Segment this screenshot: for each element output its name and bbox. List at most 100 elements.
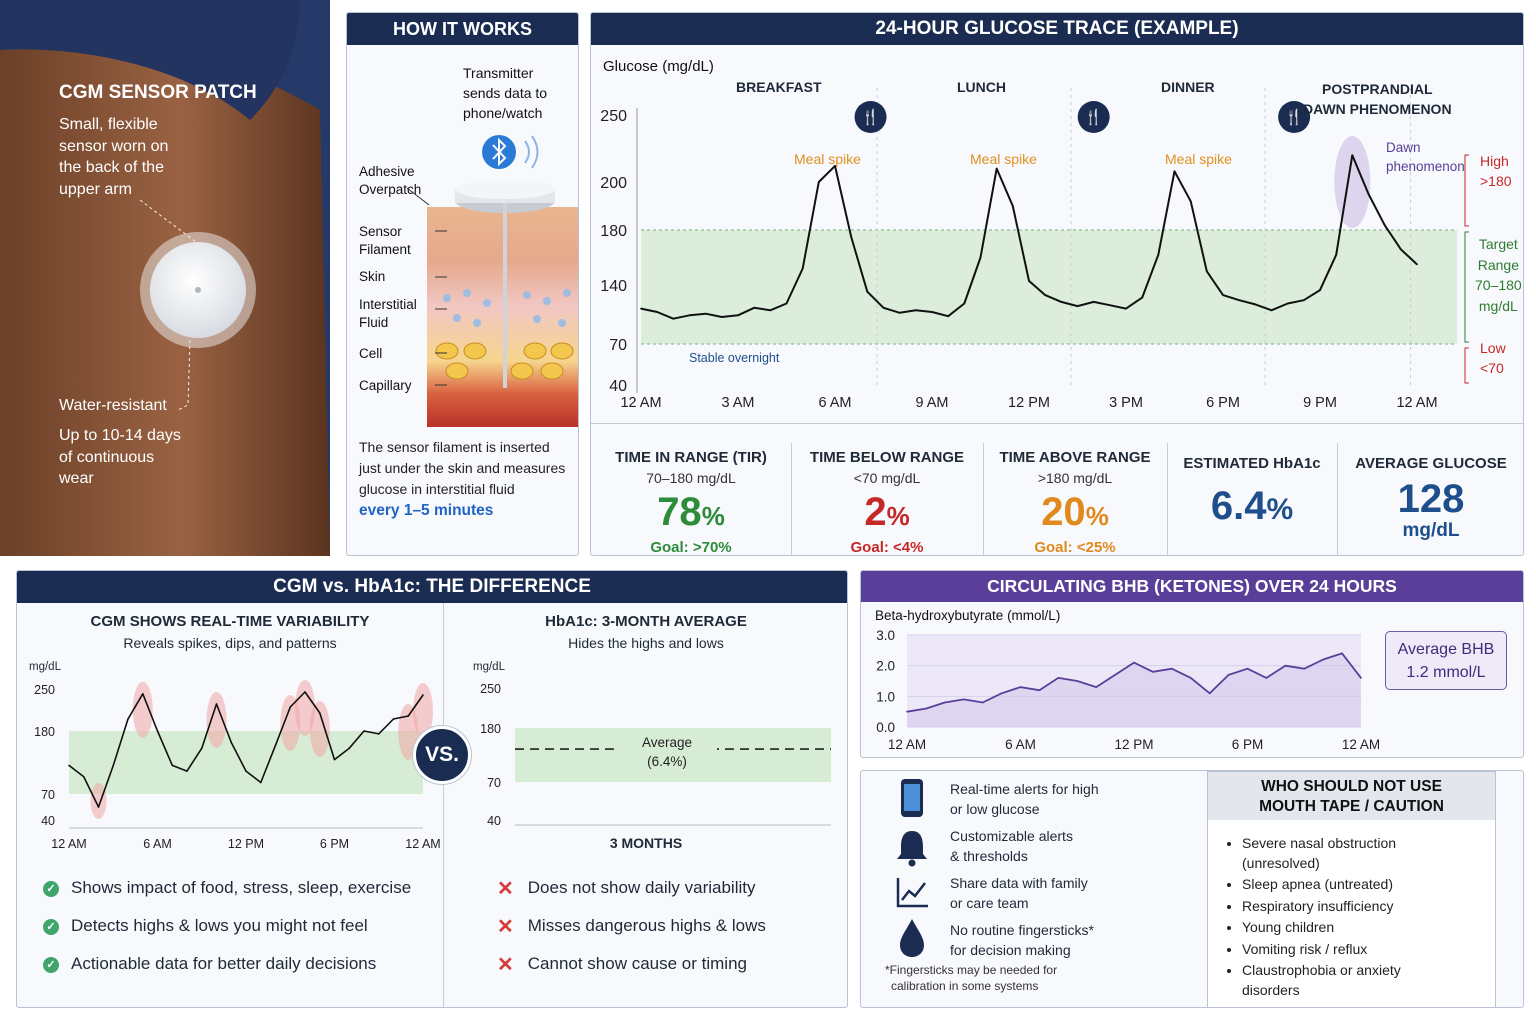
y-tick-label: 40 xyxy=(609,378,627,395)
cgm-y-tick: 40 xyxy=(41,814,55,828)
bhb-point xyxy=(1265,677,1268,679)
bhb-point xyxy=(962,698,965,701)
x-icon: ✕ xyxy=(497,916,514,938)
bhb-point xyxy=(1000,692,1003,695)
glucose-point xyxy=(1367,193,1370,195)
cgm-x-tick: 12 AM xyxy=(405,837,440,851)
stat-time-above-range: TIME ABOVE RANGE >180 mg/dL 20% Goal: <25… xyxy=(999,449,1151,556)
bhb-area xyxy=(907,653,1361,727)
glucose-point xyxy=(947,315,949,317)
bhb-point xyxy=(1095,686,1097,688)
cgm-point xyxy=(259,781,262,784)
cgm-point xyxy=(289,706,292,708)
fingerstick-footnote: *Fingersticks may be needed for calibrati… xyxy=(885,963,1058,993)
glucose-point xyxy=(1076,305,1079,307)
cgm-point xyxy=(407,715,410,717)
transmitter-label: Transmitter sends data to phone/watch xyxy=(463,65,548,121)
bhb-y-tick: 1.0 xyxy=(876,689,895,704)
pro-item-3: ✓ Actionable data for better daily decisi… xyxy=(43,954,376,974)
bhb-point xyxy=(1152,671,1154,673)
caution-item: Respiratory insufficiency xyxy=(1242,897,1495,917)
fork-knife-icon xyxy=(1077,101,1110,133)
x-tick-label: 12 PM xyxy=(1008,395,1050,411)
glucose-point xyxy=(1028,280,1030,282)
meal-label-lunch: LUNCH xyxy=(957,79,1006,95)
caution-item: Sleep apnea (untreated) xyxy=(1242,875,1495,895)
bhb-point xyxy=(1322,658,1324,661)
glucose-point xyxy=(1270,309,1273,312)
hba1c-unit-label: mg/dL xyxy=(473,661,505,673)
arm-description: Small, flexible sensor worn on the back of… xyxy=(59,116,169,198)
spike-label-2: Meal spike xyxy=(970,151,1037,167)
spike-label-3: Meal spike xyxy=(1165,151,1232,167)
compare-charts: 250 250 180 180 70 70 40 40 12 AM 6 AM 12 PM 6 PM 12… xyxy=(34,680,831,851)
bhb-point xyxy=(1341,652,1343,655)
skin-label: Skin xyxy=(359,269,386,284)
cgm-y-tick: 180 xyxy=(34,725,55,739)
cgm-point xyxy=(245,770,247,772)
target-range-band xyxy=(641,230,1457,344)
bhb-point xyxy=(1076,680,1079,682)
x-tick-label: 12 AM xyxy=(620,395,661,411)
y-tick-label: 70 xyxy=(609,337,627,354)
cgm-y-tick: 250 xyxy=(34,683,55,697)
cgm-subtitle: Reveals spikes, dips, and patterns xyxy=(123,635,337,651)
glucose-point xyxy=(1189,200,1192,202)
cgm-point xyxy=(230,741,233,744)
feature-customizable: Customizable alerts & thresholds xyxy=(950,828,1073,864)
postprandial-label: POSTPRANDIAL DAWN PHENOMENON xyxy=(1303,81,1452,117)
three-months-label: 3 MONTHS xyxy=(609,835,683,851)
dawn-highlight xyxy=(1334,136,1371,228)
x-tick-label: 3 PM xyxy=(1109,395,1143,411)
cgm-x-tick: 12 AM xyxy=(51,837,86,851)
glucose-point xyxy=(915,309,917,312)
bhb-point xyxy=(1019,686,1022,688)
wear-duration: Up to 10-14 days of continuous wear xyxy=(59,427,181,487)
glucose-point xyxy=(931,311,933,313)
average-label: Average (6.4%) xyxy=(617,733,717,771)
cell-label: Cell xyxy=(359,346,383,361)
glucose-point xyxy=(963,302,966,305)
interstitial-label: Interstitial Fluid xyxy=(359,297,417,330)
bhb-point xyxy=(1303,667,1306,670)
glucose-point xyxy=(1254,303,1257,306)
compare-header: CGM vs. HbA1c: THE DIFFERENCE xyxy=(17,571,847,603)
fork-knife-icon xyxy=(1278,101,1311,133)
cgm-target-band xyxy=(69,731,423,794)
fork-knife-icon xyxy=(854,101,887,133)
caution-header: WHO SHOULD NOT USE MOUTH TAPE / CAUTION xyxy=(1208,772,1495,820)
high-highlight xyxy=(206,692,227,748)
glucose-point xyxy=(1319,289,1321,291)
bhb-y-tick: 2.0 xyxy=(876,659,895,674)
cgm-point xyxy=(156,730,159,732)
glucose-point xyxy=(1173,170,1176,173)
high-highlight xyxy=(132,681,153,738)
cgm-point xyxy=(112,764,115,767)
cgm-point xyxy=(215,703,218,705)
glucose-axis-title: Glucose (mg/dL) xyxy=(603,58,714,75)
x-tick-label: 9 AM xyxy=(915,395,948,411)
bhb-chart: 3.0 2.0 1.0 0.0 12 AM 6 AM 12 PM 6 PM 12 AM xyxy=(876,628,1380,752)
cgm-unit-label: mg/dL xyxy=(29,661,61,673)
meal-label-dinner: DINNER xyxy=(1161,79,1215,95)
stat-average-glucose: AVERAGE GLUCOSE 128 mg/dL xyxy=(1355,455,1507,541)
glucose-point xyxy=(1109,304,1111,307)
x-icon: ✕ xyxy=(497,878,514,900)
con-item-2: ✕ Misses dangerous highs & lows xyxy=(497,915,766,938)
cgm-point xyxy=(318,712,321,714)
cgm-x-tick: 6 AM xyxy=(143,837,172,851)
bhb-y-tick: 3.0 xyxy=(876,628,895,643)
x-tick-label: 9 PM xyxy=(1303,395,1337,411)
x-tick-label: 12 AM xyxy=(1396,395,1437,411)
bhb-point xyxy=(925,707,927,710)
bell-icon xyxy=(897,831,927,867)
glucose-point xyxy=(1238,299,1240,301)
arm-illustration xyxy=(0,0,330,556)
glucose-point xyxy=(753,306,755,309)
cgm-point xyxy=(171,764,174,767)
stat-estimated-hba1c: ESTIMATED HbA1c 6.4% xyxy=(1183,455,1321,528)
hba1c-y-tick: 250 xyxy=(480,682,501,696)
check-icon: ✓ xyxy=(43,956,59,973)
bhb-y-tick: 0.0 xyxy=(876,720,895,735)
